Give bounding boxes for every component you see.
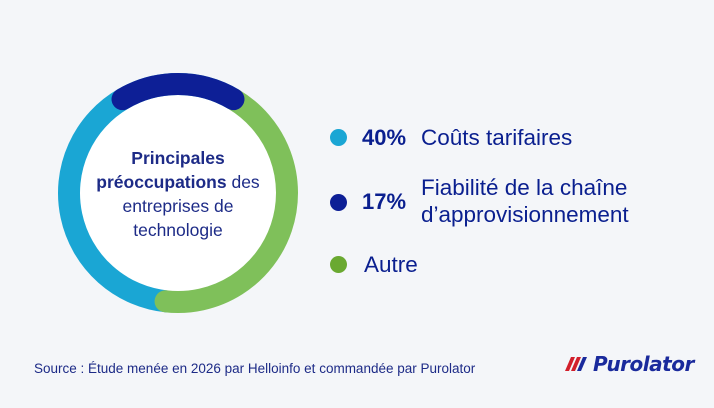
- legend-label-other: Autre: [364, 252, 418, 277]
- donut-center-label: Principales préoccupations des entrepris…: [96, 146, 260, 242]
- legend-item-other: Autre: [330, 251, 418, 278]
- legend-label-costs: Coûts tarifaires: [421, 125, 573, 150]
- legend-pct-supply-chain: 17%: [362, 189, 407, 214]
- center-line3: entreprises de: [122, 196, 234, 216]
- purolator-logo: Purolator: [565, 352, 694, 376]
- source-note: Source : Étude menée en 2026 par Helloin…: [34, 361, 476, 376]
- donut-segment-costs: [58, 88, 169, 313]
- legend-dot-costs: [330, 129, 347, 146]
- center-line4: technologie: [133, 220, 223, 240]
- legend-label-supply-chain-line2: d’approvisionnement: [421, 202, 629, 227]
- legend-item-costs: 40% Coûts tarifaires: [330, 124, 572, 151]
- center-rest-line2: des: [226, 172, 260, 192]
- donut-inner-disk: [80, 95, 276, 291]
- purolator-logo-text: Purolator: [593, 352, 694, 376]
- legend-dot-other: [330, 256, 347, 273]
- center-bold-line1: Principales: [131, 148, 225, 168]
- legend-label-supply-chain-line1: Fiabilité de la chaîne: [421, 175, 628, 200]
- donut-segment-other: [154, 88, 298, 313]
- legend-item-supply-chain: 17% Fiabilité de la chaîne d’approvision…: [330, 174, 629, 228]
- donut-segment-supply-chain: [111, 73, 245, 111]
- legend-dot-supply-chain: [330, 194, 347, 211]
- legend-pct-costs: 40%: [362, 125, 407, 150]
- center-bold-line2: préoccupations: [96, 172, 227, 192]
- purolator-stripes-icon: [565, 357, 587, 371]
